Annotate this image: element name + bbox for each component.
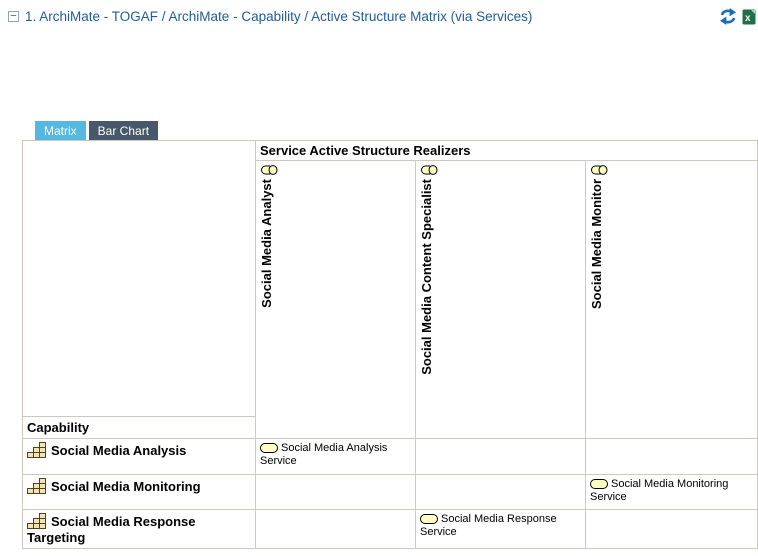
business-role-icon [591,165,608,175]
service-label: Social Media Response Service [420,513,557,538]
matrix-cell-empty [255,509,416,549]
refresh-icon[interactable] [719,8,737,25]
business-service-icon [590,479,608,489]
view-title: 1. ArchiMate - TOGAF / ArchiMate - Capab… [25,9,533,24]
matrix-cell-empty [585,438,758,475]
row-header-label: Social Media Monitoring [51,479,201,494]
view-header: − 1. ArchiMate - TOGAF / ArchiMate - Cap… [8,9,532,24]
capability-icon [27,513,46,529]
service-item[interactable]: Social Media Response Service [420,513,557,538]
column-header-label: Social Media Analyst [259,179,274,308]
capability-icon [27,442,46,458]
svg-text:x: x [745,13,751,24]
row-header-social-media-response-targeting: Social Media Response Targeting [22,509,256,549]
matrix-cell: Social Media Monitoring Service [585,474,758,510]
column-header-social-media-content-specialist: Social Media Content Specialist [415,160,586,439]
matrix-cell-empty [255,474,416,510]
business-service-icon [420,514,438,524]
capability-icon [27,478,46,494]
matrix-table: Service Active Structure Realizers Socia… [22,140,758,549]
business-role-icon [421,165,438,175]
tab-matrix[interactable]: Matrix [35,121,86,140]
export-excel-icon[interactable]: x [742,9,756,25]
service-item[interactable]: Social Media Monitoring Service [590,478,728,503]
service-label: Social Media Analysis Service [260,442,388,467]
column-header-label: Social Media Content Specialist [419,179,434,375]
matrix-cell-empty [415,474,586,510]
row-group-header: Capability [22,416,256,439]
row-header-label: Social Media Response Targeting [27,514,196,545]
column-header-social-media-analyst: Social Media Analyst [255,160,416,439]
matrix-corner-cell [22,140,256,417]
row-header-social-media-analysis: Social Media Analysis [22,438,256,475]
matrix-cell: Social Media Analysis Service [255,438,416,475]
service-label: Social Media Monitoring Service [590,478,729,503]
column-header-social-media-monitor: Social Media Monitor [585,160,758,439]
matrix-cell-empty [585,509,758,549]
column-header-label: Social Media Monitor [589,179,604,310]
tab-bar-chart[interactable]: Bar Chart [88,121,159,140]
service-item[interactable]: Social Media Analysis Service [260,442,387,467]
business-role-icon [261,165,278,175]
row-header-social-media-monitoring: Social Media Monitoring [22,474,256,510]
row-header-label: Social Media Analysis [51,443,187,458]
column-group-header: Service Active Structure Realizers [255,140,758,161]
toolbar: x [719,8,756,25]
view-tabs: Matrix Bar Chart [35,121,159,140]
matrix-cell-empty [415,438,586,475]
collapse-icon[interactable]: − [8,11,19,22]
business-service-icon [260,443,278,453]
matrix-cell: Social Media Response Service [415,509,586,549]
